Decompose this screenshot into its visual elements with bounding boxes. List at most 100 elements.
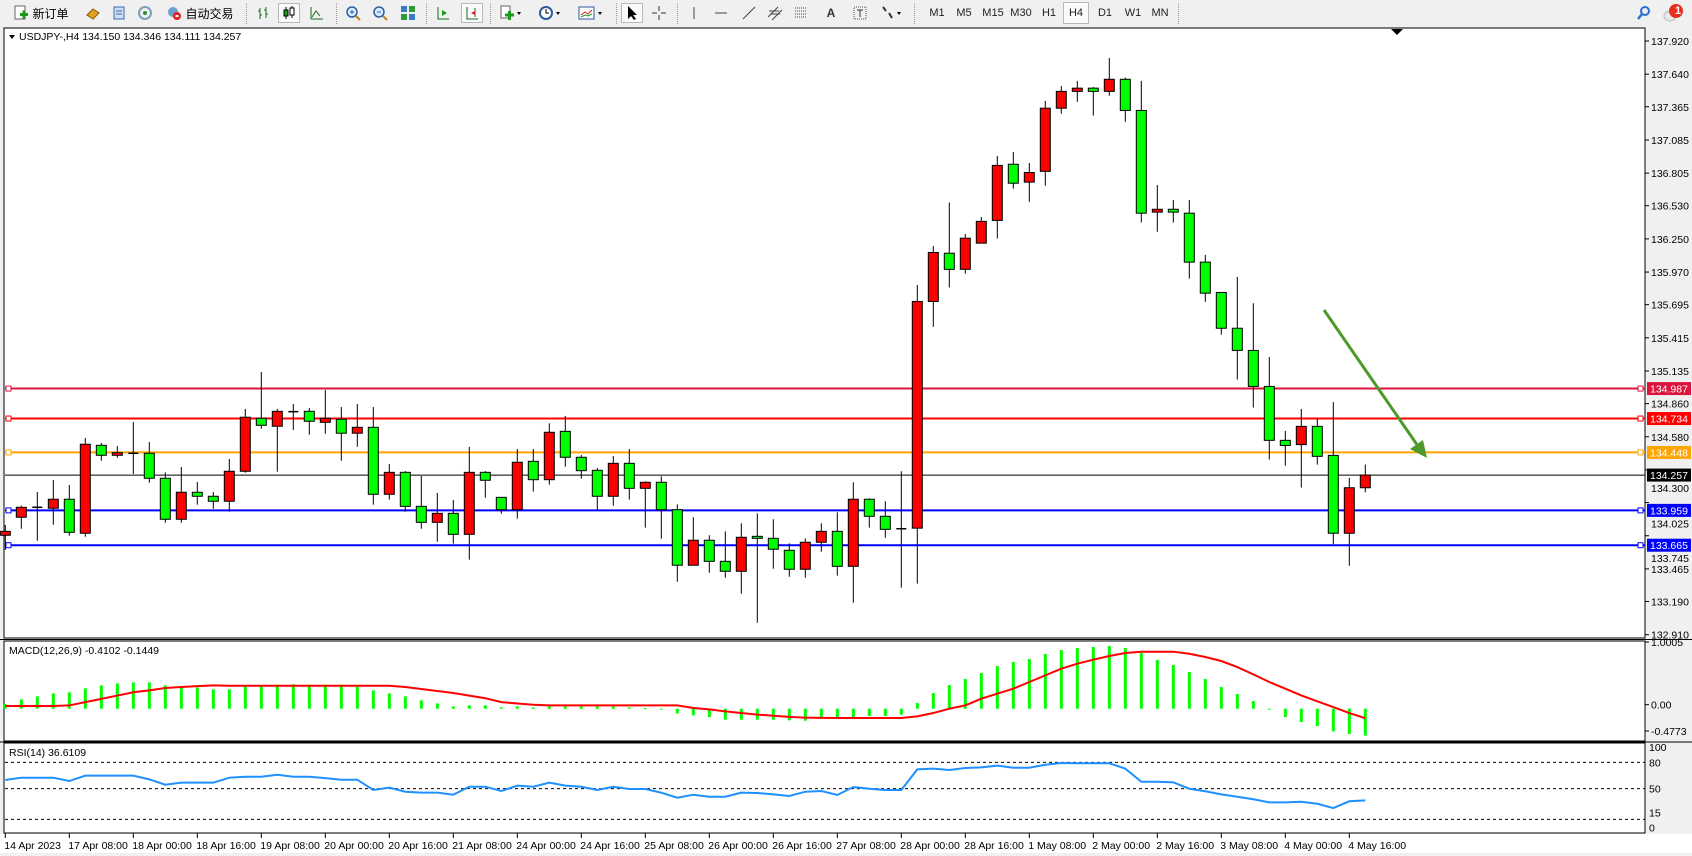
- new-order-button[interactable]: 新订单: [6, 3, 76, 23]
- timeframe-m5[interactable]: M5: [956, 7, 972, 19]
- text-button[interactable]: A: [820, 3, 842, 23]
- zoom-in-button[interactable]: [342, 3, 364, 23]
- candle: [607, 455, 619, 506]
- timeframe-m1[interactable]: M1: [929, 7, 945, 19]
- channel-button[interactable]: [764, 3, 786, 23]
- macd-histogram-bar: [867, 708, 871, 717]
- search-button[interactable]: [1634, 3, 1654, 23]
- rsi-pane[interactable]: RSI(14) 36.6109 100 80 50 15 0: [3, 742, 1667, 835]
- candle-body: [1311, 425, 1323, 457]
- timeframe-w1[interactable]: W1: [1124, 7, 1142, 19]
- candle-body: [1103, 78, 1115, 92]
- price-tick-label: 133.190: [1651, 597, 1689, 609]
- candle-body: [1247, 349, 1259, 387]
- signal-button[interactable]: [134, 3, 156, 23]
- line-handle[interactable]: [5, 542, 12, 549]
- candle: [128, 421, 139, 474]
- rsi-tick-label: 80: [1649, 757, 1661, 769]
- candle-body: [111, 452, 123, 456]
- macd-histogram-bar: [131, 682, 135, 709]
- candle: [239, 408, 251, 473]
- arrows-button[interactable]: [876, 3, 906, 23]
- cursor-button[interactable]: [621, 3, 643, 23]
- macd-histogram-bar: [1267, 708, 1271, 710]
- timeframe-m15[interactable]: M15: [982, 7, 1004, 19]
- line-handle[interactable]: [1637, 415, 1644, 422]
- candle-body: [799, 541, 811, 570]
- line-handle[interactable]: [1637, 542, 1644, 549]
- chart-window[interactable]: USDJPY-,H4 134.150 134.346 134.111 134.2…: [0, 27, 1692, 856]
- templates-button[interactable]: [574, 3, 608, 23]
- candle-body: [1071, 87, 1083, 92]
- vertical-line-button[interactable]: [683, 3, 705, 23]
- macd-pane-frame: [3, 640, 1646, 742]
- auto-trading-button[interactable]: 自动交易: [162, 3, 238, 23]
- timeframe-d1[interactable]: D1: [1097, 7, 1113, 19]
- candle: [32, 492, 43, 541]
- equidistant-channel-icon: [767, 6, 783, 21]
- macd-histogram-bar: [1155, 660, 1159, 709]
- candle: [783, 543, 795, 577]
- price-tick-label: 134.300: [1651, 483, 1689, 495]
- line-handle[interactable]: [5, 385, 12, 392]
- candle-body: [943, 252, 955, 270]
- line-chart-button[interactable]: [306, 3, 328, 23]
- toolbar: 新订单 自动交易 A M1 M5 M15 M30 H1 H4 D1 W1 MN …: [0, 0, 1692, 28]
- fibonacci-button[interactable]: [790, 3, 812, 23]
- trend-arrow-line[interactable]: [1322, 309, 1422, 450]
- bid-label: 134.257: [1650, 470, 1688, 482]
- candle: [1247, 303, 1259, 408]
- timeframe-h1[interactable]: H1: [1041, 7, 1057, 19]
- line-handle[interactable]: [5, 449, 12, 456]
- candle-body: [447, 512, 459, 535]
- main-price-pane[interactable]: USDJPY-,H4 134.150 134.346 134.111 134.2…: [0, 27, 1692, 743]
- macd-pane[interactable]: MACD(12,26,9) -0.4102 -0.1449 1.0005 0.00 -…: [3, 637, 1687, 742]
- rsi-tick-label: 0: [1649, 823, 1655, 835]
- candle-body: [559, 430, 571, 458]
- line-handle[interactable]: [1637, 449, 1644, 456]
- bar-chart-button[interactable]: [252, 3, 274, 23]
- price-line-label: 134.448: [1650, 447, 1688, 459]
- macd-histogram-bar: [643, 708, 647, 710]
- timeframe-m30[interactable]: M30: [1010, 7, 1032, 19]
- new-order-icon: [14, 5, 29, 20]
- macd-tick-label: 1.0005: [1651, 637, 1683, 649]
- candle-body: [271, 410, 283, 427]
- candle: [1039, 100, 1051, 186]
- macd-histogram-bar: [355, 686, 359, 709]
- line-handle[interactable]: [5, 507, 12, 514]
- line-handle[interactable]: [5, 415, 12, 422]
- trendline-button[interactable]: [738, 3, 760, 23]
- periods-button[interactable]: [534, 3, 566, 23]
- line-handle[interactable]: [1637, 507, 1644, 514]
- auto-scroll-button[interactable]: [432, 3, 454, 23]
- gold-bars-button[interactable]: [82, 3, 104, 23]
- toolbar-separator: [616, 3, 618, 24]
- macd-histogram-bar: [243, 686, 247, 709]
- text-label-button[interactable]: [849, 3, 871, 23]
- timeframe-h4[interactable]: H4: [1063, 2, 1089, 24]
- horizontal-line-button[interactable]: [710, 3, 732, 23]
- macd-histogram-bar: [931, 693, 935, 709]
- cursor-icon: [628, 6, 637, 20]
- candle: [431, 492, 443, 542]
- history-center-button[interactable]: [108, 3, 130, 23]
- timeframe-mn[interactable]: MN: [1151, 7, 1169, 19]
- tile-windows-button[interactable]: [397, 3, 419, 23]
- time-axis-bg: [0, 834, 1692, 856]
- candlestick-button[interactable]: [278, 3, 300, 23]
- auto-scroll-icon: [437, 7, 449, 20]
- vertical-line-icon: [693, 7, 695, 19]
- candle-body: [863, 498, 875, 517]
- chart-shift-button[interactable]: [461, 3, 483, 23]
- candle: [1183, 200, 1195, 279]
- chart-shift-marker-icon[interactable]: [1391, 29, 1403, 35]
- line-handle[interactable]: [1637, 385, 1644, 392]
- rsi-tick-label: 15: [1649, 808, 1661, 820]
- zoom-out-button[interactable]: [369, 3, 391, 23]
- price-line-label-bg: [1647, 382, 1691, 396]
- crosshair-button[interactable]: [648, 3, 670, 23]
- indicators-button[interactable]: [496, 3, 526, 23]
- collapse-triangle-icon[interactable]: [9, 35, 15, 39]
- notification-button[interactable]: 1: [1660, 3, 1686, 23]
